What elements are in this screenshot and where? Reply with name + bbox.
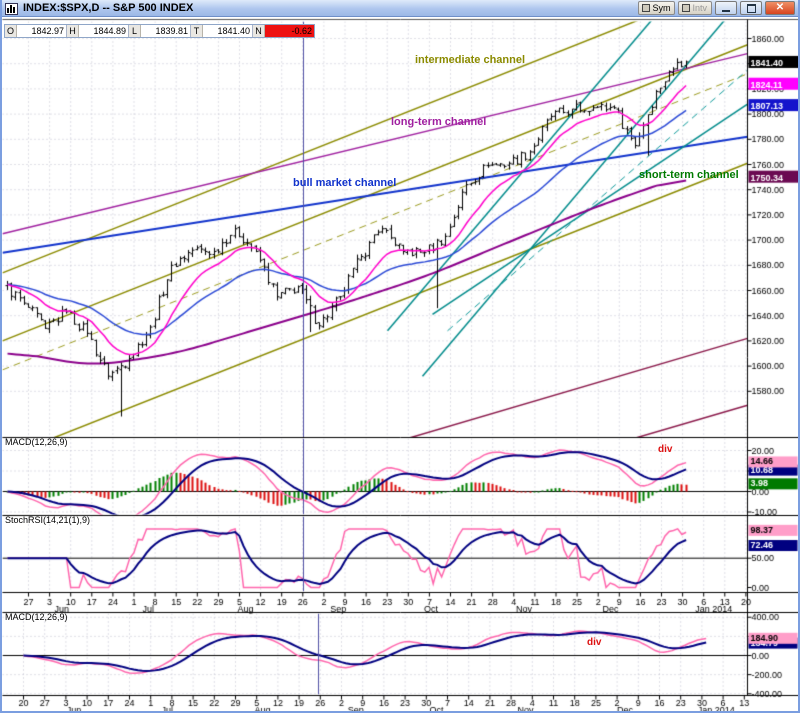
titlebar-buttons: Sym Intv ✕: [638, 1, 795, 15]
close-icon: ✕: [775, 2, 785, 13]
channel-label-long-term-channel: long-term channel: [391, 116, 487, 128]
channel-label-short-term-channel: short-term channel: [639, 169, 739, 181]
macd-panel-label: MACD(12,26,9): [5, 437, 68, 447]
minimize-icon: [722, 10, 730, 12]
macd-divergence-label: div: [658, 444, 673, 455]
restore-button[interactable]: [740, 1, 762, 15]
sym-button[interactable]: Sym: [638, 1, 676, 15]
intv-button[interactable]: Intv: [678, 1, 712, 15]
sym-icon: [642, 4, 651, 12]
window-title: INDEX:$SPX,D -- S&P 500 INDEX: [23, 2, 194, 14]
restore-icon: [746, 3, 756, 13]
macd2-panel-label: MACD(12,26,9): [5, 612, 68, 622]
quote-bar: O 1842.97 H 1844.89 L 1839.81 T 1841.40 N -0.…: [4, 24, 315, 38]
quote-net-change: N -0.62: [253, 25, 314, 37]
close-button[interactable]: ✕: [765, 1, 795, 15]
titlebar[interactable]: INDEX:$SPX,D -- S&P 500 INDEX Sym Intv ✕: [2, 0, 798, 17]
price-chart-canvas[interactable]: [2, 17, 798, 711]
quote-last: T 1841.40: [191, 25, 253, 37]
quote-open: O 1842.97: [5, 25, 67, 37]
net-change-value: -0.62: [265, 25, 314, 37]
channel-label-bull-market-channel: bull market channel: [293, 177, 397, 189]
minimize-button[interactable]: [715, 1, 737, 15]
quote-high: H 1844.89: [67, 25, 129, 37]
intv-icon: [682, 4, 691, 12]
stochrsi-panel-label: StochRSI(14,21(1),9): [5, 515, 91, 525]
channel-label-intermediate-channel: intermediate channel: [415, 54, 526, 66]
quote-low: L 1839.81: [129, 25, 191, 37]
app-icon: [5, 2, 18, 15]
macd2-divergence-label: div: [587, 637, 602, 648]
